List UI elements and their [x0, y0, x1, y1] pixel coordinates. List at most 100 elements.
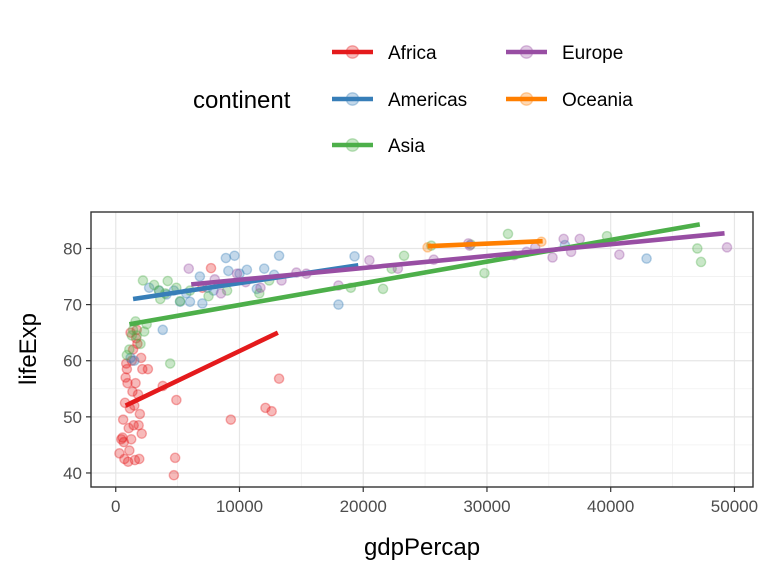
point-americas	[223, 265, 234, 277]
plot-panel	[90, 211, 754, 488]
point-europe	[614, 249, 625, 260]
trend-line-europe	[191, 231, 725, 287]
point-africa	[120, 372, 131, 383]
point-asia	[695, 256, 707, 268]
point-africa	[171, 394, 182, 406]
legend-key-point-oceania	[519, 92, 534, 106]
legend-item-europe: Europe	[506, 43, 623, 64]
panel-background	[91, 212, 753, 487]
trend-line-africa	[124, 330, 279, 408]
point-africa	[123, 422, 135, 434]
point-africa	[126, 355, 138, 367]
point-americas	[143, 282, 155, 294]
point-americas	[125, 352, 136, 364]
point-asia	[137, 275, 149, 286]
point-africa	[127, 344, 139, 355]
x-axis-ticks: 0 10000 20000 30000 40000 50000	[111, 487, 758, 516]
point-africa	[225, 414, 237, 425]
point-africa	[117, 414, 129, 425]
point-europe	[215, 288, 227, 299]
x-tick-label: 30000	[463, 497, 510, 516]
point-americas	[333, 299, 344, 310]
point-africa	[117, 432, 128, 443]
legend-item-asia: Asia	[332, 136, 425, 157]
x-tick-label: 40000	[587, 497, 634, 516]
trend-layer	[124, 222, 725, 408]
point-asia	[479, 267, 490, 279]
point-europe	[364, 254, 375, 266]
point-asia	[174, 295, 186, 307]
point-africa	[122, 456, 134, 468]
point-asia	[692, 243, 703, 254]
point-africa	[142, 363, 154, 375]
point-americas	[273, 250, 285, 262]
point-africa	[130, 377, 141, 389]
point-europe	[721, 242, 733, 253]
y-axis-title: lifeExp	[15, 313, 42, 385]
point-americas	[641, 253, 652, 264]
point-americas	[197, 298, 208, 309]
point-africa	[118, 436, 130, 448]
point-europe	[574, 233, 586, 245]
point-asia	[203, 290, 214, 302]
point-africa	[134, 408, 146, 420]
point-asia	[162, 275, 174, 287]
point-europe	[231, 268, 243, 280]
point-europe	[255, 282, 266, 294]
point-europe	[547, 252, 558, 263]
legend-item-africa: Africa	[332, 43, 437, 64]
legend-item-americas: Americas	[332, 90, 467, 111]
point-americas	[194, 271, 206, 282]
legend: continent Africa Americas Asia Europe Oceani…	[193, 43, 633, 157]
point-europe	[183, 263, 195, 274]
trend-line-oceania	[427, 238, 543, 249]
point-africa	[266, 405, 277, 417]
point-africa	[122, 377, 133, 389]
y-tick-label: 50	[63, 408, 82, 427]
point-asia	[124, 344, 135, 355]
point-africa	[114, 448, 125, 459]
point-americas	[229, 250, 240, 262]
point-africa	[129, 454, 141, 466]
point-africa	[120, 358, 132, 369]
legend-label-asia: Asia	[388, 136, 425, 157]
legend-key-point-europe	[519, 45, 534, 59]
point-americas	[241, 264, 253, 276]
major-gridlines	[91, 212, 753, 487]
point-africa	[133, 453, 145, 465]
point-africa	[169, 452, 181, 464]
point-africa	[273, 373, 285, 384]
point-africa	[135, 352, 147, 364]
legend-label-americas: Americas	[388, 90, 467, 111]
point-asia	[126, 330, 138, 341]
point-asia	[148, 279, 160, 291]
point-africa	[205, 262, 217, 274]
point-asia	[135, 338, 146, 350]
y-axis-ticks: 40 50 60 70 80	[63, 239, 91, 483]
y-tick-label: 80	[63, 239, 82, 258]
point-africa	[136, 428, 148, 439]
point-africa	[130, 332, 142, 344]
point-africa	[125, 433, 137, 445]
point-americas	[220, 252, 232, 264]
x-tick-label: 0	[111, 497, 120, 516]
point-asia	[398, 250, 410, 262]
legend-label-europe: Europe	[562, 43, 623, 64]
y-tick-label: 40	[63, 464, 82, 483]
minor-gridlines	[91, 212, 753, 487]
legend-label-africa: Africa	[388, 43, 437, 64]
legend-key-point-africa	[345, 45, 360, 59]
legend-label-oceania: Oceania	[562, 90, 633, 111]
point-asia	[377, 283, 389, 295]
point-asia	[253, 288, 265, 299]
point-asia	[131, 330, 143, 341]
point-africa	[260, 402, 271, 414]
x-axis-title: gdpPercap	[364, 534, 480, 561]
panel-border	[90, 211, 754, 488]
x-tick-label: 50000	[711, 497, 758, 516]
legend-title: continent	[193, 87, 291, 114]
point-africa	[133, 419, 144, 431]
point-africa	[137, 363, 148, 375]
point-americas	[157, 324, 169, 336]
